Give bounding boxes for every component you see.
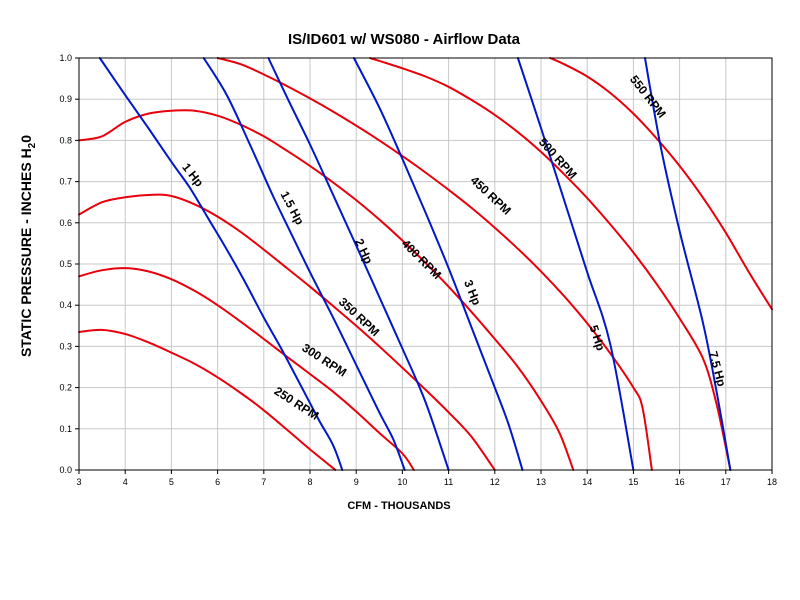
hp-curve-5-hp: [516, 57, 635, 471]
rpm-curve-500-rpm: [369, 57, 732, 471]
y-axis-label-main: STATIC PRESSURE - INCHES H: [18, 148, 34, 357]
y-tick-label: 0.6: [59, 218, 72, 228]
x-axis-label: CFM - THOUSANDS: [347, 500, 450, 512]
y-tick-label: 0.9: [59, 94, 72, 104]
y-tick-label: 1.0: [59, 53, 72, 63]
rpm-curve-350-rpm: [78, 193, 496, 471]
chart-title: IS/ID601 w/ WS080 - Airflow Data: [288, 31, 521, 48]
x-tick-label: 9: [354, 477, 359, 487]
y-axis-label-subscript: 2: [27, 142, 38, 148]
x-tick-label: 16: [675, 477, 685, 487]
curves: [78, 57, 773, 471]
tick-labels: 3 4 5 6 7 8 9 10 11 12 13 14 15 16 17 18 0.0 0.1 0.2 0.3 0.4…: [59, 53, 777, 487]
x-tick-label: 10: [397, 477, 407, 487]
x-tick-label: 6: [215, 477, 220, 487]
rpm-curve-300-rpm: [78, 267, 415, 471]
x-tick-label: 12: [490, 477, 500, 487]
x-tick-label: 14: [582, 477, 592, 487]
x-tick-label: 11: [444, 477, 453, 487]
y-tick-label: 0.0: [59, 465, 72, 475]
y-tick-label: 0.7: [59, 177, 72, 187]
rpm-curve-250-rpm: [78, 328, 337, 471]
y-tick-label: 0.8: [59, 135, 72, 145]
y-tick-label: 0.4: [59, 300, 72, 310]
x-tick-label: 5: [169, 477, 174, 487]
x-tick-label: 3: [76, 477, 81, 487]
hp-curve-1-hp: [98, 57, 344, 471]
y-tick-label: 0.3: [59, 341, 72, 351]
hp-curve-7-5-hp: [644, 57, 732, 471]
x-tick-label: 17: [721, 477, 731, 487]
hp-curve-1-5-hp: [202, 57, 406, 471]
x-tick-label: 4: [123, 477, 128, 487]
rpm-curve-550-rpm: [549, 57, 773, 311]
x-tick-label: 7: [261, 477, 266, 487]
x-tick-label: 15: [628, 477, 638, 487]
y-tick-label: 0.5: [59, 259, 72, 269]
hp-curve-2-hp: [267, 57, 450, 471]
y-axis-label: STATIC PRESSURE - INCHES H20: [18, 135, 38, 357]
hp-curve-3-hp: [352, 57, 524, 471]
x-tick-label: 18: [767, 477, 777, 487]
y-axis-label-end: 0: [18, 135, 34, 143]
rpm-curve-400-rpm: [78, 109, 575, 471]
x-tick-label: 13: [536, 477, 546, 487]
y-tick-label: 0.2: [59, 383, 72, 393]
x-tick-label: 8: [307, 477, 312, 487]
y-tick-label: 0.1: [59, 424, 72, 434]
rpm-curve-450-rpm: [216, 57, 653, 471]
